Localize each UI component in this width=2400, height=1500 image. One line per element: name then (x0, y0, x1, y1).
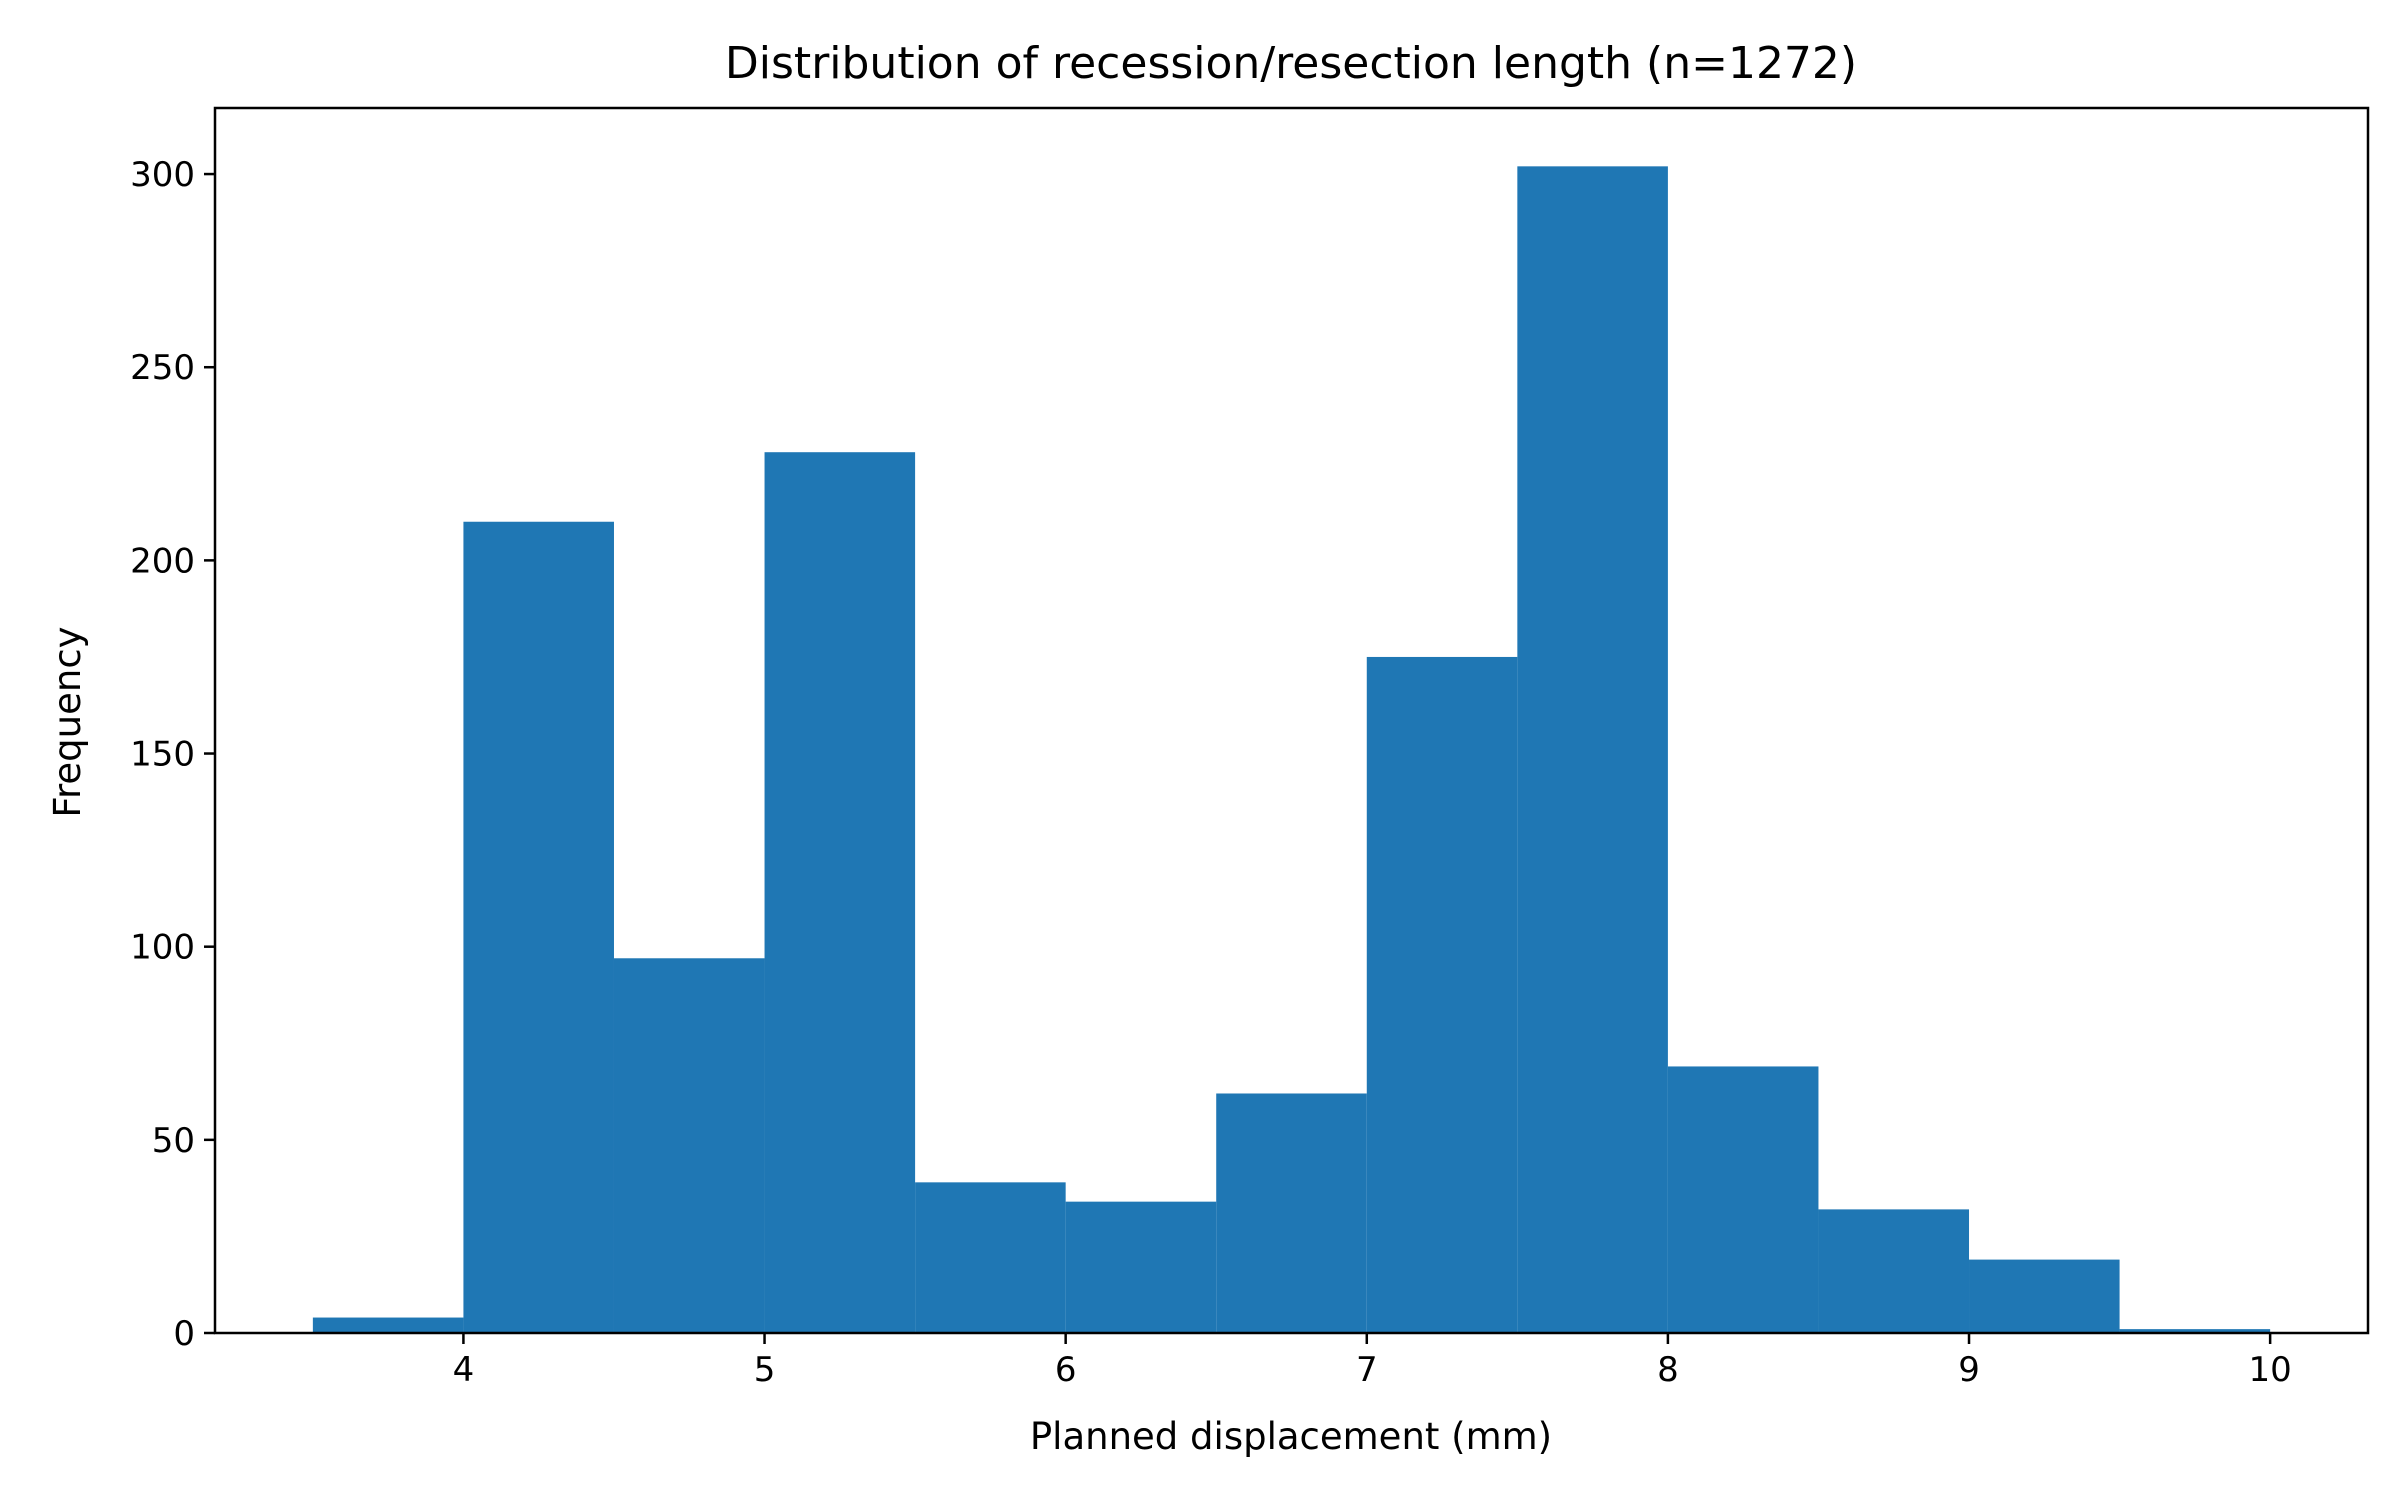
y-axis-label: Frequency (46, 626, 89, 817)
histogram-bar-6 (1216, 1093, 1367, 1333)
histogram-bar-5 (1065, 1201, 1217, 1333)
x-tick-label: 10 (2249, 1350, 2292, 1390)
histogram-bar-4 (915, 1182, 1066, 1333)
y-tick-label: 200 (130, 541, 195, 581)
histogram-bar-7 (1366, 656, 1518, 1333)
x-tick-label: 8 (1657, 1350, 1679, 1390)
histogram-bar-12 (2119, 1329, 2271, 1333)
histogram-bar-3 (764, 452, 916, 1333)
histogram-bar-0 (312, 1317, 464, 1333)
histogram-bar-11 (1969, 1259, 2120, 1333)
x-axis-label: Planned displacement (mm) (1030, 1415, 1552, 1458)
x-tick-label: 6 (1055, 1350, 1077, 1390)
y-tick-label: 150 (130, 735, 195, 775)
y-tick-label: 0 (173, 1314, 195, 1354)
plot-frame (213, 106, 2370, 1335)
x-tick-label: 9 (1958, 1350, 1980, 1390)
x-axis-ticks: 4 5 6 7 8 9 10 (453, 1333, 2292, 1390)
histogram-bar-2 (613, 958, 765, 1333)
y-tick-label: 250 (130, 348, 195, 388)
x-tick-label: 7 (1356, 1350, 1378, 1390)
histogram-bar-1 (463, 521, 614, 1333)
histogram-bar-9 (1667, 1066, 1819, 1333)
x-tick-label: 5 (754, 1350, 776, 1390)
y-tick-label: 100 (130, 928, 195, 968)
x-tick-label: 4 (453, 1350, 475, 1390)
y-tick-label: 50 (152, 1121, 195, 1161)
histogram-bar-10 (1818, 1209, 1970, 1333)
y-axis-ticks: 0 50 100 150 200 250 300 (130, 155, 215, 1354)
histogram-bar-8 (1517, 166, 1668, 1333)
bar-series (312, 166, 2271, 1333)
chart-title: Distribution of recession/resection leng… (725, 38, 1857, 89)
y-tick-label: 300 (130, 155, 195, 195)
